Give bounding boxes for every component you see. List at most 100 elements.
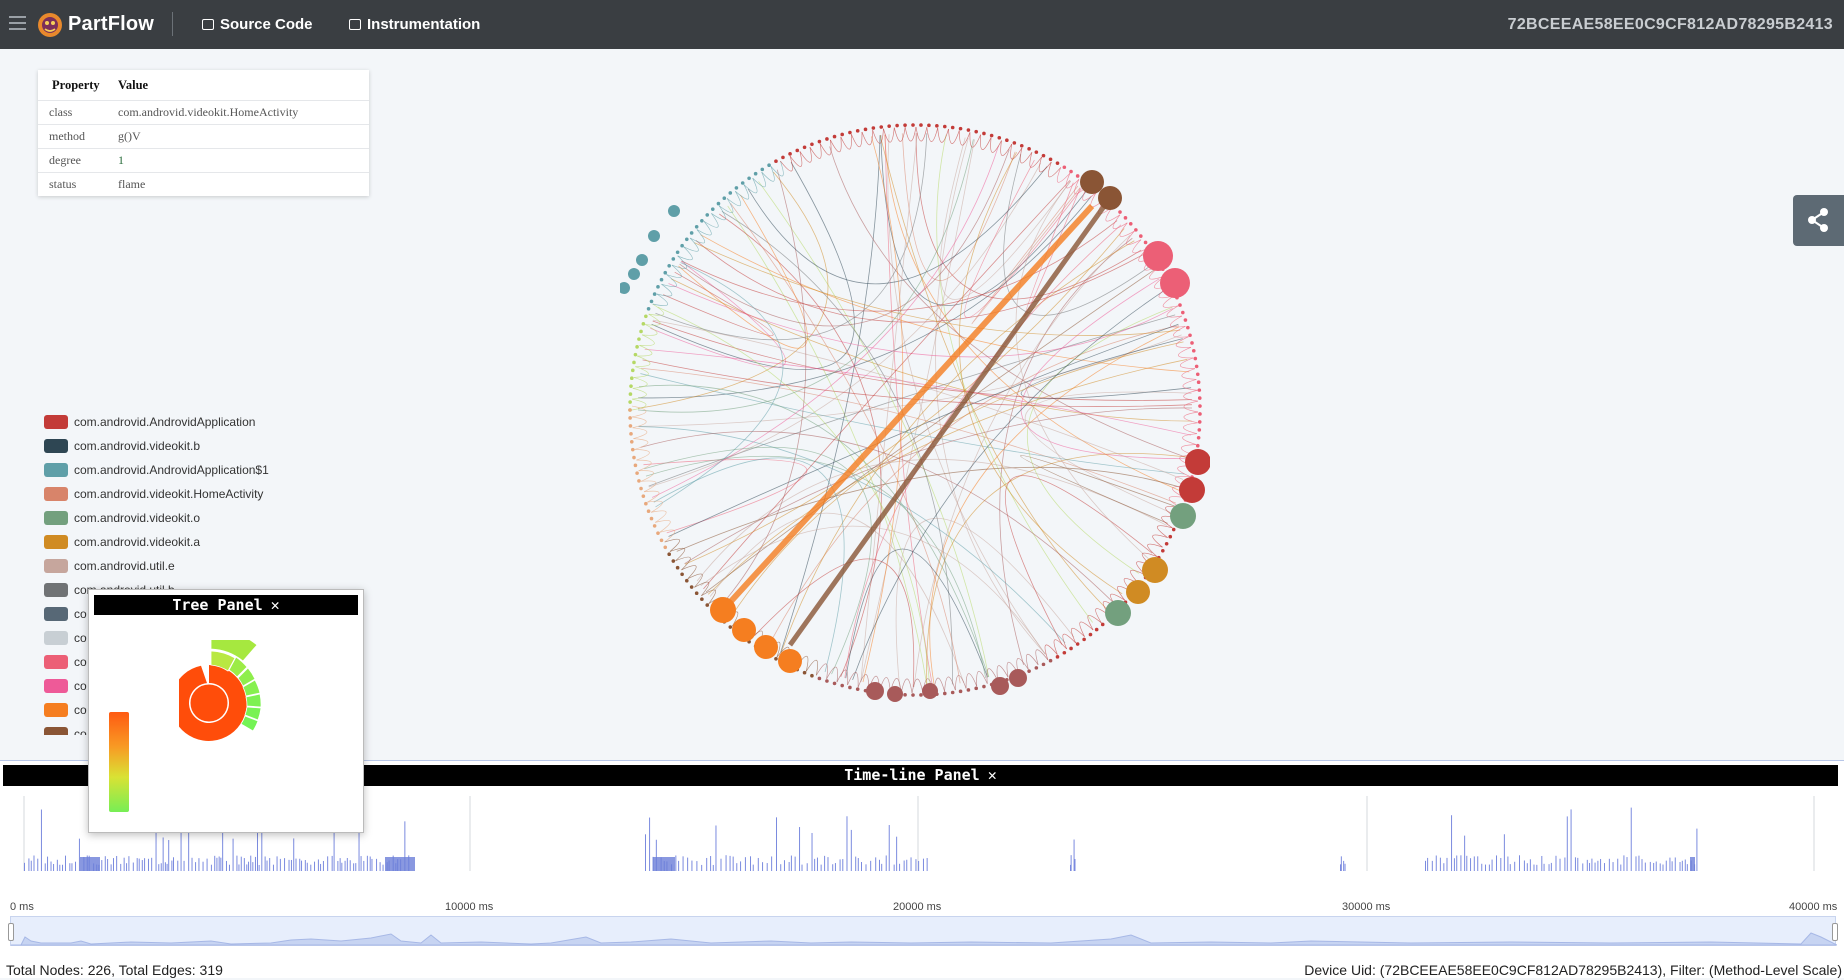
timeline-event[interactable]: [1491, 859, 1493, 871]
timeline-event[interactable]: [1070, 855, 1072, 871]
timeline-event[interactable]: [1466, 855, 1468, 871]
timeline-event[interactable]: [710, 856, 712, 871]
graph-node[interactable]: [680, 572, 684, 577]
timeline-event[interactable]: [371, 858, 373, 871]
timeline-event[interactable]: [645, 834, 646, 871]
timeline-event[interactable]: [177, 860, 179, 871]
timeline-event[interactable]: [333, 807, 335, 871]
graph-node[interactable]: [767, 163, 771, 167]
timeline-event[interactable]: [1638, 855, 1640, 871]
graph-node[interactable]: [788, 152, 792, 156]
timeline-event[interactable]: [1073, 839, 1075, 871]
graph-node[interactable]: [1170, 503, 1196, 529]
timeline-event[interactable]: [1529, 859, 1531, 871]
sunburst-segment[interactable]: [245, 693, 262, 708]
legend-item[interactable]: co: [44, 626, 364, 650]
graph-node[interactable]: [639, 329, 643, 334]
graph-node[interactable]: [747, 176, 751, 181]
timeline-event[interactable]: [69, 863, 71, 871]
graph-node[interactable]: [1179, 477, 1205, 503]
timeline-event[interactable]: [385, 857, 415, 871]
timeline-event[interactable]: [1690, 857, 1695, 871]
timeline-event[interactable]: [358, 807, 360, 871]
graph-node[interactable]: [1069, 646, 1073, 651]
graph-node[interactable]: [716, 201, 721, 206]
timeline-event[interactable]: [198, 858, 200, 871]
timeline-event[interactable]: [1589, 862, 1591, 871]
timeline-event[interactable]: [1577, 857, 1579, 871]
timeline-event[interactable]: [322, 860, 324, 871]
graph-node[interactable]: [637, 337, 641, 341]
timeline-event[interactable]: [824, 855, 826, 871]
timeline-event[interactable]: [382, 864, 384, 871]
timeline-event[interactable]: [846, 816, 848, 871]
graph-node[interactable]: [639, 486, 643, 491]
timeline-event[interactable]: [363, 860, 365, 871]
timeline-event[interactable]: [166, 863, 168, 871]
timeline-event[interactable]: [147, 858, 149, 871]
timeline-event[interactable]: [766, 863, 768, 871]
timeline-event[interactable]: [310, 864, 312, 871]
graph-node[interactable]: [919, 123, 923, 127]
timeline-event[interactable]: [306, 862, 308, 871]
graph-node[interactable]: [1027, 147, 1031, 151]
graph-node[interactable]: [1178, 303, 1182, 307]
graph-node[interactable]: [1055, 161, 1060, 165]
graph-node[interactable]: [1118, 210, 1122, 214]
timeline-event[interactable]: [888, 825, 890, 871]
timeline-event[interactable]: [62, 864, 64, 871]
graph-node[interactable]: [705, 213, 710, 217]
timeline-event[interactable]: [1681, 860, 1683, 871]
graph-node[interactable]: [760, 167, 765, 172]
graph-node[interactable]: [958, 126, 963, 131]
timeline-event[interactable]: [1662, 864, 1664, 871]
timeline-event[interactable]: [776, 817, 778, 871]
timeline-event[interactable]: [834, 863, 836, 871]
timeline-event[interactable]: [1586, 859, 1588, 871]
timeline-event[interactable]: [1696, 828, 1698, 871]
timeline-event[interactable]: [1533, 864, 1535, 871]
graph-node[interactable]: [866, 682, 884, 700]
timeline-event[interactable]: [740, 861, 742, 871]
graph-node[interactable]: [927, 123, 931, 128]
timeline-event[interactable]: [814, 858, 816, 871]
timeline-event[interactable]: [1446, 857, 1448, 871]
timeline-event[interactable]: [116, 855, 118, 871]
timeline-event[interactable]: [691, 860, 693, 871]
timeline-event[interactable]: [240, 856, 242, 871]
timeline-event[interactable]: [1635, 856, 1637, 871]
graph-node[interactable]: [832, 134, 837, 139]
timeline-event[interactable]: [56, 859, 58, 871]
timeline-event[interactable]: [1543, 863, 1545, 871]
graph-node[interactable]: [825, 679, 829, 683]
timeline-event[interactable]: [225, 860, 227, 871]
graph-node[interactable]: [1193, 356, 1198, 361]
timeline-event[interactable]: [173, 857, 175, 871]
graph-node[interactable]: [887, 686, 903, 702]
graph-node[interactable]: [667, 552, 671, 557]
legend-item[interactable]: com.androvid.videokit.o: [44, 506, 364, 530]
graph-node[interactable]: [630, 368, 635, 373]
timeline-event[interactable]: [164, 862, 166, 871]
timeline-event[interactable]: [250, 855, 252, 871]
graph-node[interactable]: [1069, 169, 1073, 174]
timeline-event[interactable]: [801, 864, 803, 871]
graph-node[interactable]: [958, 689, 963, 694]
timeline-event[interactable]: [349, 860, 351, 871]
timeline-event[interactable]: [790, 855, 792, 871]
graph-node[interactable]: [903, 123, 907, 127]
graph-node[interactable]: [644, 314, 648, 319]
graph-node[interactable]: [1139, 234, 1143, 238]
graph-node[interactable]: [628, 424, 633, 428]
graph-node[interactable]: [919, 693, 923, 697]
timeline-event[interactable]: [248, 861, 250, 871]
close-icon[interactable]: ✕: [987, 766, 997, 784]
timeline-event[interactable]: [649, 817, 651, 871]
timeline-event[interactable]: [101, 860, 103, 871]
graph-node[interactable]: [1186, 325, 1190, 330]
call-graph[interactable]: [620, 110, 1210, 710]
graph-node[interactable]: [663, 270, 668, 275]
timeline-event[interactable]: [1550, 862, 1552, 871]
timeline-event[interactable]: [353, 863, 355, 871]
timeline-event[interactable]: [30, 860, 32, 871]
